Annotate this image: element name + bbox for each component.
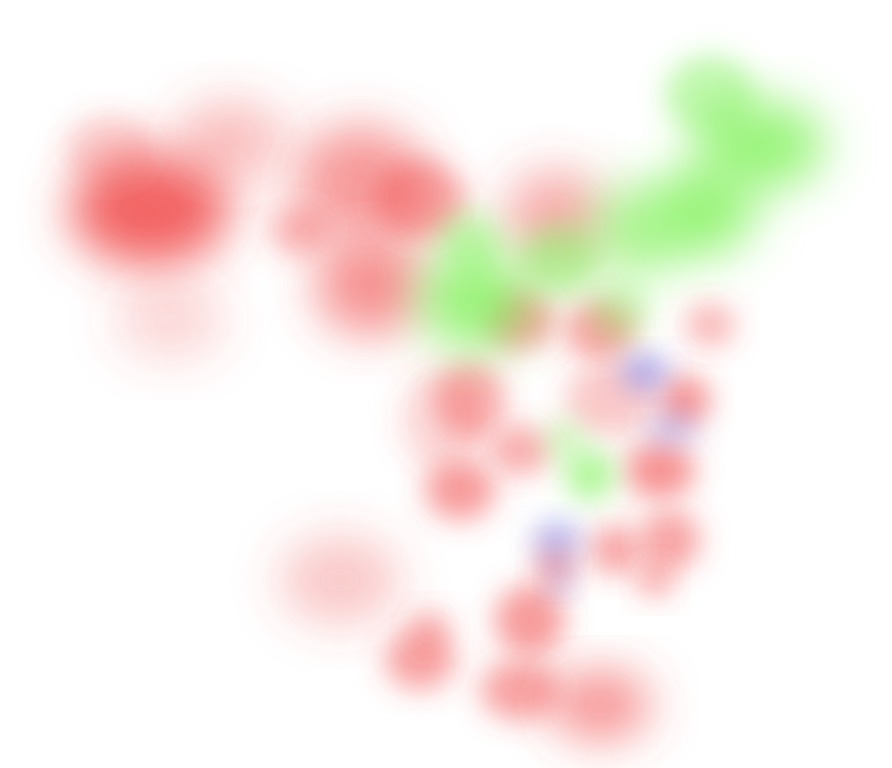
red-cluster-blob (425, 460, 495, 520)
red-cluster-blob (625, 442, 695, 498)
blue-cluster-blob (646, 412, 698, 444)
green-cluster-blob (440, 210, 500, 270)
green-cluster-blob (565, 450, 615, 500)
red-cluster-blob (315, 235, 425, 335)
blue-cluster-blob (546, 568, 574, 596)
red-cluster-blob (480, 660, 560, 720)
red-cluster-blob (400, 370, 480, 470)
red-cluster-blob (115, 280, 225, 360)
red-cluster-blob (495, 585, 565, 655)
red-cluster-blob (175, 100, 285, 180)
red-cluster-blob (640, 510, 700, 570)
red-cluster-blob (550, 670, 650, 740)
blue-cluster-layer (533, 354, 698, 596)
red-cluster-blob (637, 562, 673, 598)
red-cluster-blob (590, 525, 640, 575)
red-cluster-blob (280, 535, 400, 625)
green-cluster-blob (655, 165, 755, 255)
red-cluster-blob (685, 303, 735, 347)
green-cluster-blob (545, 420, 585, 460)
green-cluster-blob (665, 55, 755, 135)
red-cluster-blob (490, 425, 550, 475)
green-cluster-blob (590, 280, 650, 340)
red-cluster-blob (65, 115, 155, 185)
green-cluster-blob (520, 225, 600, 295)
green-cluster-blob (420, 250, 530, 350)
red-cluster-blob (375, 160, 465, 240)
red-cluster-blob (270, 205, 330, 255)
blue-cluster-blob (621, 354, 669, 390)
blue-cluster-blob (533, 520, 581, 560)
green-cluster-layer (420, 55, 825, 500)
red-cluster-blob (410, 610, 450, 650)
